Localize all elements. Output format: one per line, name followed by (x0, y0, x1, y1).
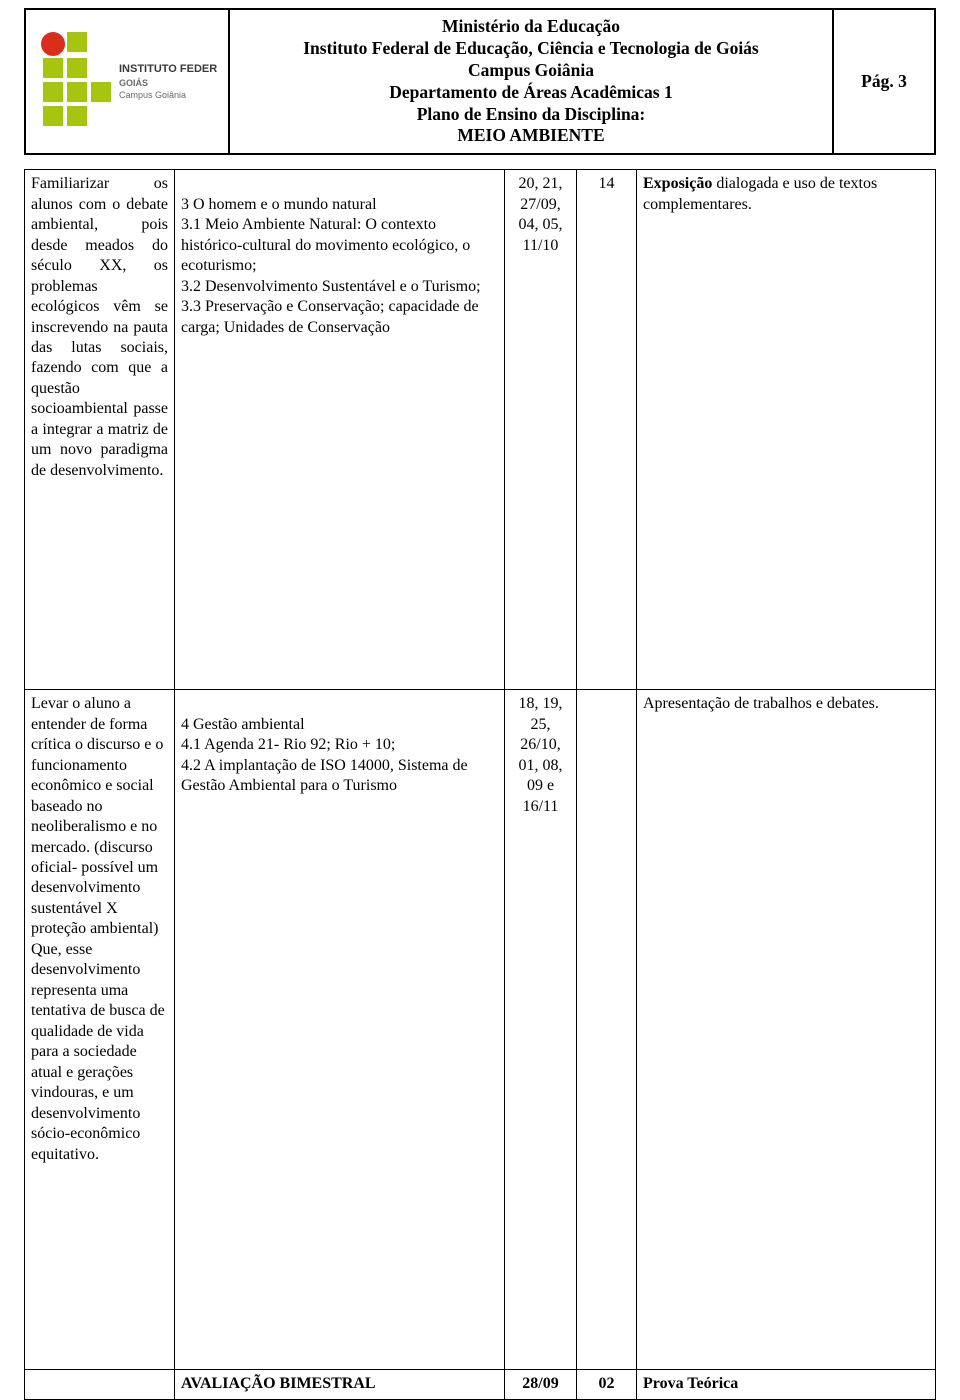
cell-method: Exposição dialogada e uso de textos comp… (637, 170, 936, 690)
method-text: Apresentação de trabalhos e debates. (643, 695, 879, 712)
footer-method: Prova Teórica (637, 1370, 936, 1399)
cell-content: 4 Gestão ambiental 4.1 Agenda 21- Rio 92… (175, 690, 505, 1370)
cell-objective: Familiarizar os alunos com o debate ambi… (25, 170, 175, 690)
cell-dates: 18, 19, 25, 26/10, 01, 08, 09 e 16/11 (505, 690, 577, 1370)
header-line-6: MEIO AMBIENTE (240, 125, 822, 147)
content-text: 4 Gestão ambiental 4.1 Agenda 21- Rio 92… (181, 716, 468, 794)
dates-text: 18, 19, 25, 26/10, 01, 08, 09 e 16/11 (519, 695, 563, 814)
cell-dates: 20, 21, 27/09, 04, 05, 11/10 (505, 170, 577, 690)
objective-text: Familiarizar os alunos com o debate ambi… (31, 175, 168, 479)
dates-text: 20, 21, 27/09, 04, 05, 11/10 (519, 175, 563, 253)
header-line-3: Campus Goiânia (240, 60, 822, 82)
cell-method: Apresentação de trabalhos e debates. (637, 690, 936, 1370)
header-line-2: Instituto Federal de Educação, Ciência e… (240, 38, 822, 60)
table-row: Levar o aluno a entender de forma crític… (25, 690, 936, 1370)
logo-text-big: INSTITUTO FEDERAL (119, 63, 217, 75)
cell-content: 3 O homem e o mundo natural 3.1 Meio Amb… (175, 170, 505, 690)
method-highlight: Exposição (643, 175, 712, 192)
cell-hours: 14 (577, 170, 637, 690)
cell-hours (577, 690, 637, 1370)
footer-empty (25, 1370, 175, 1399)
objective-text: Levar o aluno a entender de forma crític… (31, 695, 165, 1162)
page-number: Pág. 3 (834, 10, 934, 153)
if-goias-logo-icon: INSTITUTO FEDERAL GOIÁS Campus Goiânia (37, 22, 217, 142)
logo-text-goias: GOIÁS (119, 78, 148, 88)
syllabus-table: Familiarizar os alunos com o debate ambi… (24, 169, 936, 1399)
cell-objective: Levar o aluno a entender de forma crític… (25, 690, 175, 1370)
header-title-block: Ministério da Educação Instituto Federal… (230, 10, 834, 153)
footer-label: AVALIAÇÃO BIMESTRAL (175, 1370, 505, 1399)
page: INSTITUTO FEDERAL GOIÁS Campus Goiânia M… (0, 0, 960, 1400)
footer-hours: 02 (577, 1370, 637, 1399)
content-text: 3 O homem e o mundo natural 3.1 Meio Amb… (181, 196, 481, 336)
header-line-4: Departamento de Áreas Acadêmicas 1 (240, 82, 822, 104)
header-line-1: Ministério da Educação (240, 16, 822, 38)
logo-text-campus: Campus Goiânia (119, 90, 186, 100)
footer-date: 28/09 (505, 1370, 577, 1399)
table-footer-row: AVALIAÇÃO BIMESTRAL 28/09 02 Prova Teóri… (25, 1370, 936, 1399)
hours-text: 14 (599, 175, 615, 192)
document-header: INSTITUTO FEDERAL GOIÁS Campus Goiânia M… (24, 8, 936, 155)
logo-cell: INSTITUTO FEDERAL GOIÁS Campus Goiânia (26, 10, 230, 153)
table-row: Familiarizar os alunos com o debate ambi… (25, 170, 936, 690)
header-line-5: Plano de Ensino da Disciplina: (240, 104, 822, 126)
